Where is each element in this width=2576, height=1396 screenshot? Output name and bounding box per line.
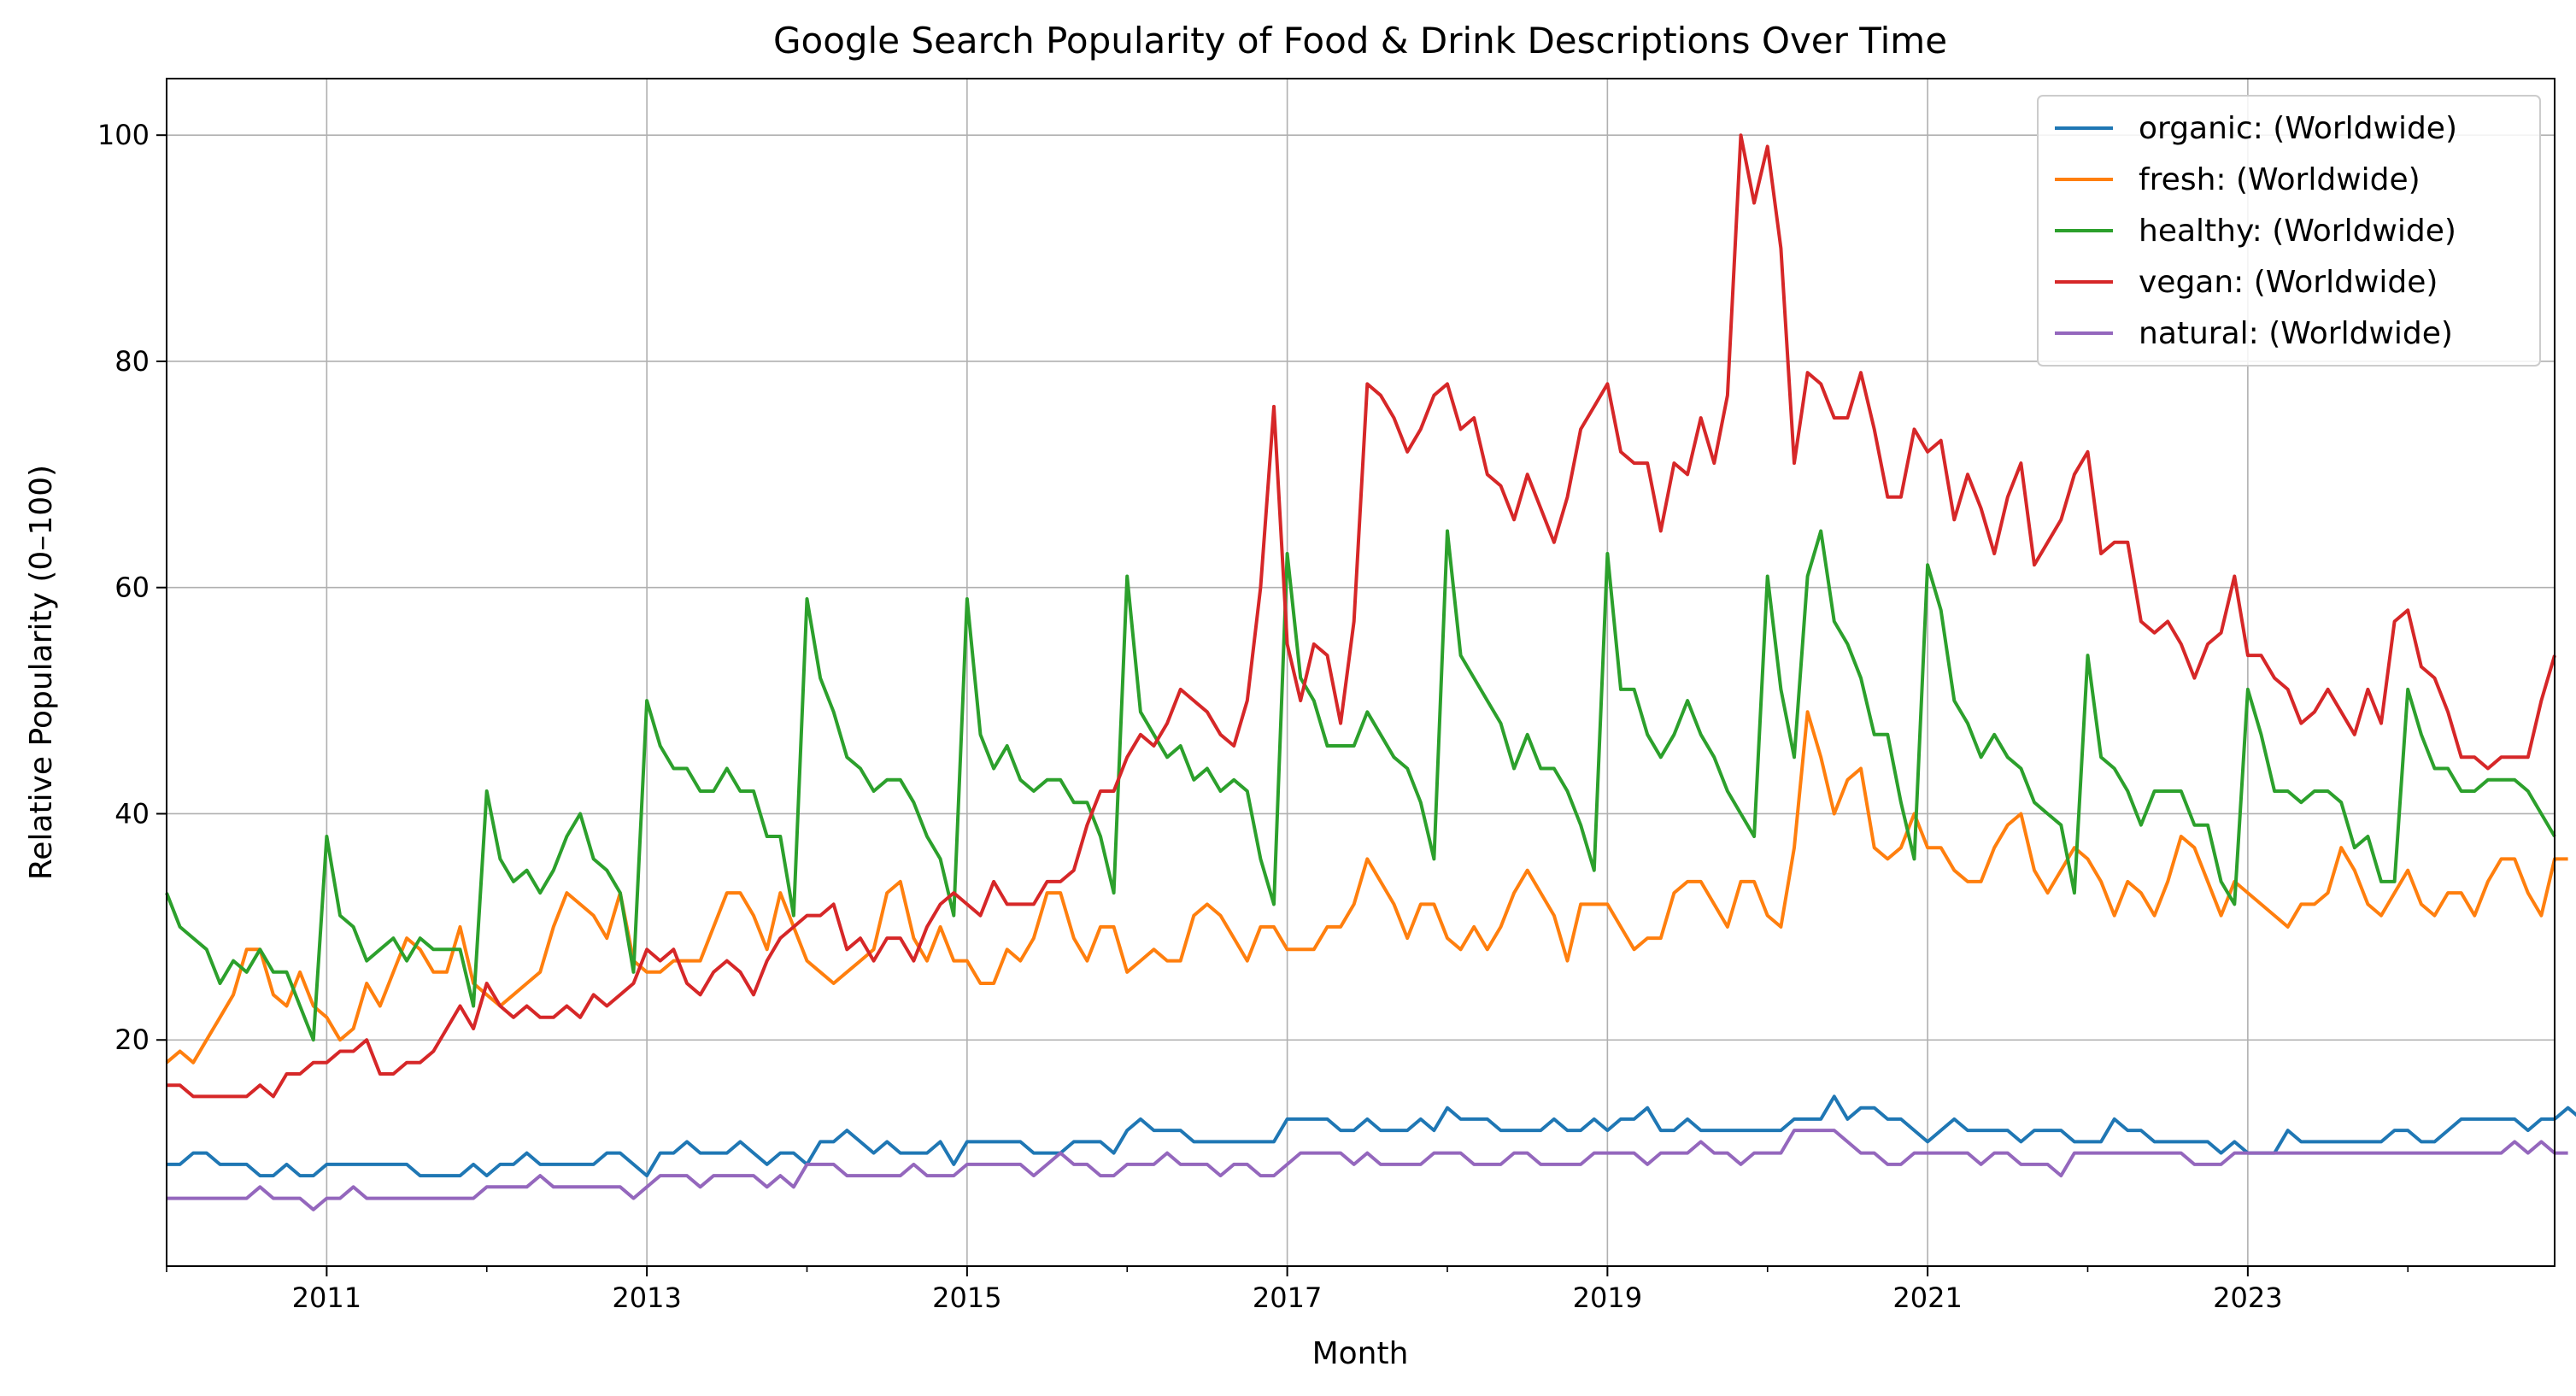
axis-ticks: 2011 2013 2015 2017 2019 2021 2023 20 40 60 80 100 [97, 119, 2409, 1314]
legend-label: organic: (Worldwide) [2139, 111, 2457, 146]
plot-area-frame [166, 78, 2555, 1267]
y-axis-title: Relative Popularity (0–100) [24, 465, 59, 880]
legend-label: healthy: (Worldwide) [2139, 214, 2456, 249]
series-line [165, 529, 2556, 1042]
x-tick-label: 2015 [932, 1282, 1001, 1314]
x-tick-label: 2023 [2213, 1282, 2282, 1314]
x-tick-label: 2021 [1892, 1282, 1962, 1314]
series-line [165, 710, 2568, 1065]
x-tick-label: 2019 [1573, 1282, 1642, 1314]
y-tick-label: 80 [114, 345, 150, 378]
legend-box [2037, 95, 2541, 367]
x-tick-label: 2013 [612, 1282, 681, 1314]
chart-title: Google Search Popularity of Food & Drink… [773, 20, 1947, 62]
y-tick-label: 100 [97, 119, 150, 151]
y-tick-label: 60 [114, 572, 150, 604]
series-line [167, 1094, 2576, 1178]
legend-label: natural: (Worldwide) [2139, 316, 2453, 351]
y-tick-label: 40 [114, 797, 150, 830]
x-axis-title: Month [1312, 1336, 1409, 1371]
y-tick-label: 20 [114, 1024, 150, 1056]
series-line [167, 1129, 2568, 1211]
legend: organic: (Worldwide) fresh: (Worldwide) he… [2037, 95, 2541, 367]
x-tick-label: 2011 [292, 1282, 361, 1314]
legend-label: vegan: (Worldwide) [2139, 265, 2438, 300]
series-lines [165, 133, 2576, 1211]
legend-label: fresh: (Worldwide) [2139, 162, 2421, 197]
x-tick-label: 2017 [1253, 1282, 1322, 1314]
series-line [167, 133, 2556, 1099]
